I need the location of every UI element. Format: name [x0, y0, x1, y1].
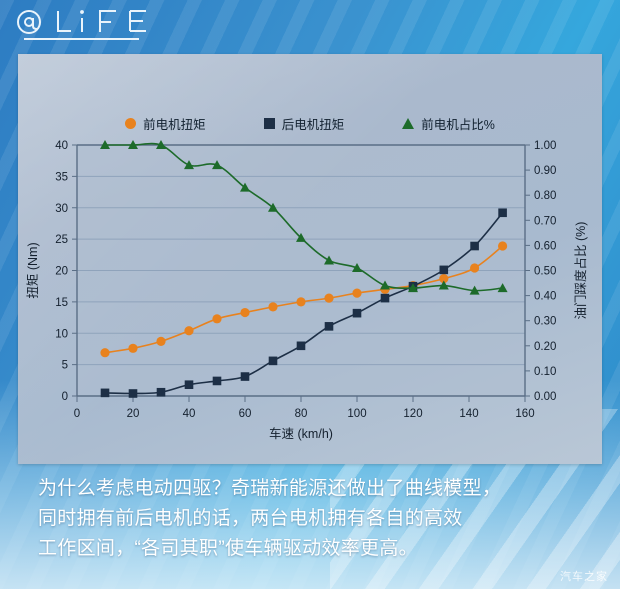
svg-text:160: 160 — [515, 408, 534, 420]
svg-text:0.40: 0.40 — [534, 291, 556, 303]
svg-text:1.00: 1.00 — [534, 140, 556, 152]
svg-text:油门踩度占比 (%): 油门踩度占比 (%) — [573, 222, 588, 320]
svg-text:0.20: 0.20 — [534, 341, 556, 353]
svg-text:0: 0 — [62, 391, 68, 403]
legend-marker-circle-icon — [125, 117, 137, 129]
legend-item-front-ratio: 前电机占比% — [402, 114, 495, 133]
legend-label-rear-torque: 后电机扭矩 — [281, 117, 345, 132]
svg-text:0.80: 0.80 — [534, 190, 556, 202]
svg-text:40: 40 — [55, 140, 68, 152]
svg-text:120: 120 — [403, 408, 422, 420]
svg-text:车速 (km/h): 车速 (km/h) — [269, 426, 333, 441]
chart-plot-area: 0 5 10 15 20 25 30 35 40 0.00 0.10 0.20 0.30 0.40 0.50… — [18, 54, 602, 464]
caption-block: 为什么考虑电动四驱？奇瑞新能源还做出了曲线模型， 同时拥有前后电机的话，两台电机… — [0, 470, 620, 562]
legend-item-rear-torque: 后电机扭矩 — [263, 114, 345, 133]
svg-text:40: 40 — [183, 408, 196, 420]
svg-text:5: 5 — [62, 360, 68, 372]
legend-marker-square-icon — [263, 117, 275, 129]
caption-line-1: 为什么考虑电动四驱？奇瑞新能源还做出了曲线模型， — [38, 478, 502, 499]
svg-text:0.30: 0.30 — [534, 316, 556, 328]
brand-logo — [14, 8, 174, 44]
svg-text:扭矩 (Nm): 扭矩 (Nm) — [26, 242, 40, 298]
svg-text:10: 10 — [55, 328, 68, 340]
svg-text:0.90: 0.90 — [534, 165, 556, 177]
legend-label-front-ratio: 前电机占比% — [421, 117, 495, 132]
legend-marker-triangle-icon — [402, 117, 415, 129]
svg-text:0: 0 — [74, 408, 80, 420]
svg-text:0.60: 0.60 — [534, 240, 556, 252]
svg-text:35: 35 — [55, 171, 68, 183]
svg-text:0.10: 0.10 — [534, 366, 556, 378]
legend-item-front-torque: 前电机扭矩 — [125, 114, 206, 133]
svg-text:100: 100 — [347, 408, 366, 420]
svg-text:25: 25 — [55, 234, 68, 246]
chart-card: 前电机扭矩 后电机扭矩 前电机占比% 0 5 10 15 20 25 30 35 40 0.00 0… — [18, 54, 602, 464]
chart-legend: 前电机扭矩 后电机扭矩 前电机占比% — [18, 110, 602, 136]
caption-line-2: 同时拥有前后电机的话，两台电机拥有各自的高效 — [38, 508, 463, 529]
legend-label-front-torque: 前电机扭矩 — [143, 117, 206, 132]
svg-text:80: 80 — [295, 408, 308, 420]
svg-text:0.50: 0.50 — [534, 266, 556, 278]
svg-text:20: 20 — [127, 408, 140, 420]
caption-line-3: 工作区间，“各司其职”使车辆驱动效率更高。 — [38, 538, 418, 559]
svg-text:20: 20 — [55, 266, 68, 278]
svg-text:15: 15 — [55, 297, 68, 309]
svg-text:140: 140 — [459, 408, 478, 420]
at-logo-icon — [17, 10, 146, 40]
svg-text:0.70: 0.70 — [534, 215, 556, 227]
watermark: 汽车之家 — [560, 571, 608, 583]
svg-text:60: 60 — [239, 408, 252, 420]
svg-text:0.00: 0.00 — [534, 391, 556, 403]
svg-text:30: 30 — [55, 203, 68, 215]
